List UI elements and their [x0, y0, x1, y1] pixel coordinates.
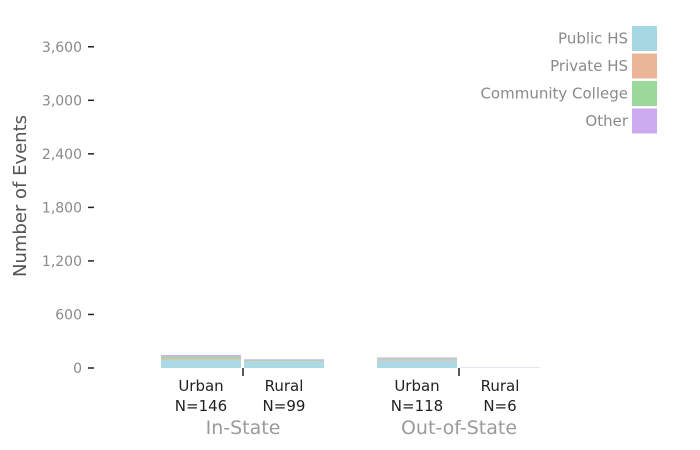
- category-n-label: N=146: [175, 397, 227, 415]
- y-axis: 0 600 1,200 1,800 2,400 3,000 3,600: [42, 40, 94, 377]
- legend-label: Other: [585, 112, 628, 130]
- x-axis: Urban N=146 Rural N=99 In-State Urban N=118 Rur…: [175, 368, 520, 439]
- bar-segment: [244, 361, 324, 368]
- category-label: Rural: [481, 377, 520, 395]
- bar-segment: [244, 360, 324, 362]
- y-axis-label: Number of Events: [10, 115, 31, 277]
- bar-segment: [377, 358, 457, 360]
- bar-segment: [377, 359, 457, 361]
- legend-swatch: [632, 26, 657, 51]
- category-label: Urban: [178, 377, 223, 395]
- legend-label: Private HS: [550, 57, 628, 75]
- y-tick-label: 1,200: [42, 254, 82, 270]
- bar-segment: [161, 356, 241, 359]
- legend-swatch: [632, 108, 657, 134]
- legend-label: Public HS: [558, 30, 628, 48]
- category-label: Urban: [394, 377, 439, 395]
- y-tick-label: 600: [55, 307, 82, 323]
- bar-segment: [161, 359, 241, 368]
- bar-segment: [377, 360, 457, 368]
- y-tick-label: 3,600: [42, 40, 82, 56]
- bar-segment: [161, 354, 241, 357]
- category-n-label: N=6: [483, 397, 516, 415]
- legend-label: Community College: [480, 85, 628, 103]
- bar-segment: [377, 357, 457, 359]
- group-label: Out-of-State: [401, 417, 517, 439]
- category-n-label: N=118: [391, 397, 443, 415]
- y-tick-label: 1,800: [42, 200, 82, 216]
- y-tick-label: 3,000: [42, 93, 82, 109]
- legend-swatch: [632, 53, 657, 79]
- category-label: Rural: [265, 377, 304, 395]
- legend-swatch: [632, 81, 657, 106]
- group-label: In-State: [206, 417, 281, 439]
- legend: Public HS Private HS Community College Othe…: [480, 26, 657, 134]
- y-tick-label: 2,400: [42, 147, 82, 163]
- bar-segment: [244, 359, 324, 361]
- y-tick-label: 0: [73, 361, 82, 377]
- bar-segment: [161, 358, 241, 360]
- bar-segment: [244, 359, 324, 360]
- category-n-label: N=99: [263, 397, 306, 415]
- bars: [161, 354, 540, 368]
